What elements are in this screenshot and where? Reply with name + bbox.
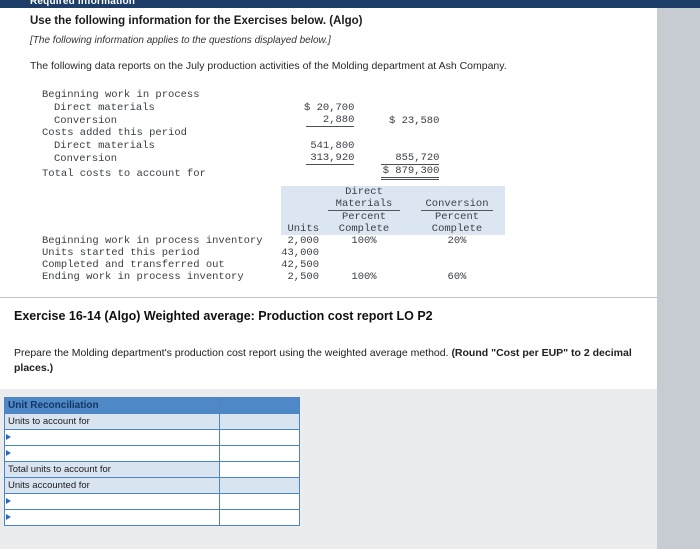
form-header-label: Unit Reconciliation [4,397,220,414]
dm-header: Complete [319,223,409,235]
units-row: Units started this period 43,000 [42,247,505,259]
amount: $ 20,700 [304,101,355,114]
instruction-text: Prepare the Molding department's product… [14,347,452,359]
required-information-banner: Required information [0,0,700,8]
form-label-cell[interactable] [4,445,220,462]
cost-total-row: Total costs to account for $ 879,300 [42,165,440,180]
cost-row-label: Costs added this period [42,127,187,140]
units-header-row: Direct [42,186,505,198]
form-input-row [4,445,300,462]
amount: 313,920 [306,152,355,165]
units-value: 43,000 [281,247,319,259]
section-label: Units accounted for [4,477,220,494]
cost-row-label: Conversion [54,114,118,127]
form-section-row: Units to account for [4,413,300,430]
exercise-instruction: Prepare the Molding department's product… [14,346,648,376]
form-value-cell[interactable] [219,509,300,526]
dropdown-arrow-icon [6,514,11,520]
dm-header: Direct [319,186,409,198]
amount: $ 23,580 [389,114,440,127]
form-label-cell[interactable] [4,429,220,446]
instruction-bold-text: (Round "Cost per EUP" to 2 decimal place… [14,347,632,374]
units-value: 2,500 [287,271,319,283]
cost-row: Conversion 2,880 $ 23,580 [42,114,439,127]
form-value-cell[interactable] [219,445,300,462]
units-value: 2,000 [287,235,319,247]
units-table: Direct Materials Conversion Percent Perc… [42,186,505,283]
cv-header: Percent [409,211,505,223]
intro-description: The following data reports on the July p… [30,60,507,72]
form-section-row: Units accounted for [4,477,300,494]
cost-row: Beginning work in process [42,89,439,101]
dm-percent: 100% [351,235,377,247]
cv-percent: 60% [447,271,467,283]
amount: 541,800 [310,139,355,152]
cost-row-label: Conversion [54,152,118,165]
intro-heading: Use the following information for the Ex… [30,15,363,27]
cv-percent: 20% [447,235,467,247]
amount: 855,720 [381,152,440,165]
cv-header: Conversion [421,198,493,211]
content-card: Use the following information for the Ex… [0,8,657,549]
dropdown-arrow-icon [6,434,11,440]
cv-header: Complete [409,223,505,235]
units-header: Units [281,223,319,235]
units-row-label: Ending work in process inventory [42,271,244,283]
cost-row-label: Total costs to account for [42,167,206,180]
exercise-heading: Exercise 16-14 (Algo) Weighted average: … [14,309,433,323]
amount: 2,880 [306,114,355,127]
form-header-row: Unit Reconciliation [4,397,300,414]
cost-row: Conversion 313,920 855,720 [42,152,440,165]
units-row: Ending work in process inventory 2,500 1… [42,271,505,283]
units-header-row: Units Complete Complete [42,223,505,235]
units-row-label: Completed and transferred out [42,259,225,271]
cost-row: Costs added this period [42,127,439,139]
cost-row-label: Direct materials [54,139,155,152]
form-value-cell[interactable] [219,493,300,510]
form-label-cell[interactable] [4,493,220,510]
dropdown-arrow-icon [6,450,11,456]
dm-percent: 100% [351,271,377,283]
form-total-row: Total units to account for [4,461,300,478]
units-value: 42,500 [281,259,319,271]
units-header-row: Materials Conversion [42,198,505,211]
total-label: Total units to account for [4,461,220,478]
dropdown-arrow-icon [6,498,11,504]
dm-header: Percent [319,211,409,223]
units-row: Beginning work in process inventory 2,00… [42,235,505,247]
intro-note: [The following information applies to th… [30,35,331,46]
form-value-cell[interactable] [219,429,300,446]
dm-header: Materials [328,198,400,211]
cost-summary-table: Beginning work in process Direct materia… [42,89,440,180]
cost-row-label: Direct materials [54,101,155,114]
units-row-label: Units started this period [42,247,200,259]
form-label-cell[interactable] [4,509,220,526]
form-total-value-cell[interactable] [219,461,300,478]
form-input-row [4,493,300,510]
banner-label: Required information [30,0,136,7]
cost-row-label: Beginning work in process [42,89,200,102]
form-input-row [4,509,300,526]
form-input-row [4,429,300,446]
section-divider [0,297,657,298]
units-row: Completed and transferred out 42,500 [42,259,505,271]
section-label: Units to account for [4,413,220,430]
units-row-label: Beginning work in process inventory [42,235,263,247]
cost-row: Direct materials $ 20,700 [42,101,439,114]
unit-reconciliation-form: Unit Reconciliation Units to account for… [4,397,300,526]
total-amount: $ 879,300 [381,165,440,180]
units-header-row: Percent Percent [42,211,505,223]
cost-row: Direct materials 541,800 [42,139,439,152]
